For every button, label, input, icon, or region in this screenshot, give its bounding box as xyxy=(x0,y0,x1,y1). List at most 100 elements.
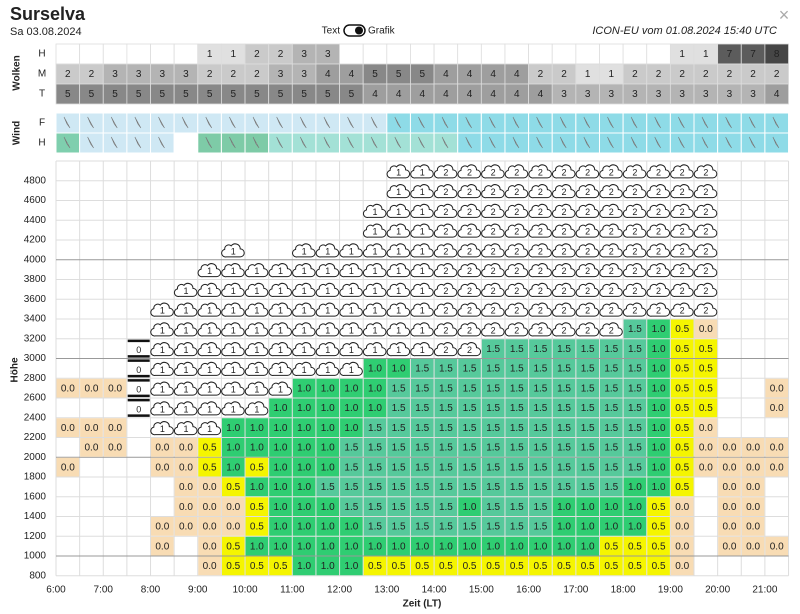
thermal-cell xyxy=(410,398,434,418)
cloud-number: 2 xyxy=(467,227,472,237)
cloud-icon xyxy=(433,203,458,218)
thermal-value: 0.0 xyxy=(699,423,713,434)
thermal-cell xyxy=(292,457,316,477)
thermal-cell xyxy=(221,457,245,477)
cloud-icon xyxy=(268,381,292,396)
wind-arrow xyxy=(748,136,756,149)
cloud-icon xyxy=(481,282,505,297)
thermal-cell xyxy=(670,418,694,437)
thermal-value: 0.0 xyxy=(155,462,169,473)
thermal-value: 1.5 xyxy=(392,443,406,454)
cloud-icon xyxy=(363,223,387,238)
thermal-cell xyxy=(741,517,765,536)
thermal-value: 1.0 xyxy=(415,541,429,552)
wind-cell xyxy=(339,112,364,134)
cloud-number: 2 xyxy=(562,306,567,316)
cloud-number: 2 xyxy=(703,246,708,256)
cloud-icon xyxy=(410,243,434,258)
cloud-icon xyxy=(197,263,222,278)
cloud-icon xyxy=(552,322,576,337)
thermal-cell xyxy=(552,477,576,497)
cloud-number: 2 xyxy=(703,266,708,276)
thermal-value: 1.5 xyxy=(557,403,571,414)
cloud-number: 2 xyxy=(467,167,472,177)
thermal-value: 0.0 xyxy=(226,522,240,533)
thermal-value: 1.5 xyxy=(604,482,618,493)
cloud-value: 5 xyxy=(372,69,378,80)
toggle-knob[interactable] xyxy=(355,26,363,35)
thermal-cell xyxy=(529,398,552,418)
cloud-number: 2 xyxy=(609,207,614,217)
thermal-cell xyxy=(718,536,741,556)
cloud-icon xyxy=(363,203,387,218)
cloud-value: 2 xyxy=(207,69,213,80)
cloud-number: 2 xyxy=(656,167,661,177)
wind-arrow xyxy=(559,136,567,149)
thermal-cell xyxy=(529,477,552,497)
cloud-value: 5 xyxy=(325,89,331,100)
cloud-icon xyxy=(339,361,363,376)
cloud-number: 1 xyxy=(278,306,283,316)
row-label: F xyxy=(39,118,45,129)
thermal-cell xyxy=(529,497,552,516)
cloud-number: 1 xyxy=(231,286,236,296)
wind-arrow xyxy=(229,136,236,149)
cloud-icon xyxy=(693,223,718,238)
cloud-number: 2 xyxy=(538,325,543,335)
thermal-cell xyxy=(363,418,387,437)
y-tick-label: 2200 xyxy=(24,432,47,443)
thermal-value: 1.0 xyxy=(250,443,264,454)
cloud-icon xyxy=(315,342,340,357)
thermal-value: 1.0 xyxy=(392,541,406,552)
cloud-value: 1 xyxy=(207,49,213,60)
cloud-number: 2 xyxy=(443,345,448,355)
thermal-value: 1.0 xyxy=(297,383,311,394)
thermal-cell xyxy=(765,438,789,457)
thermal-value: 1.0 xyxy=(274,443,288,454)
thermal-cell xyxy=(387,359,410,378)
thermal-value: 1.0 xyxy=(652,462,666,473)
y-tick-label: 3600 xyxy=(24,294,47,305)
thermal-value: 0.5 xyxy=(557,561,571,572)
x-tick-label: 6:00 xyxy=(46,584,66,595)
cloud-cell xyxy=(575,43,600,65)
cloud-value: 5 xyxy=(419,69,425,80)
thermal-cell xyxy=(576,398,599,418)
thermal-cell xyxy=(552,536,576,556)
wind-arrow xyxy=(512,116,520,129)
thermal-cell xyxy=(647,556,670,576)
cloud-icon xyxy=(528,184,552,199)
cloud-icon xyxy=(504,263,529,278)
cloud-value: 3 xyxy=(750,89,756,100)
cloud-icon xyxy=(622,223,647,238)
cloud-number: 1 xyxy=(396,266,401,276)
cloud-icon xyxy=(410,302,434,317)
cloud-icon xyxy=(599,203,623,218)
thermal-cell xyxy=(481,457,505,477)
wind-cell xyxy=(433,112,459,134)
thermal-value: 0.0 xyxy=(203,522,217,533)
thermal-value: 1.0 xyxy=(652,482,666,493)
cloud-icon xyxy=(481,243,505,258)
thermal-value: 1.0 xyxy=(297,462,311,473)
thermal-value: 0.0 xyxy=(179,522,193,533)
cloud-icon xyxy=(244,401,269,416)
cloud-number: 1 xyxy=(278,365,283,375)
view-toggle[interactable] xyxy=(343,24,366,37)
thermal-value: 0.5 xyxy=(250,561,264,572)
cloud-icon xyxy=(528,164,552,179)
cloud-icon xyxy=(599,243,623,258)
cloud-number: 1 xyxy=(420,167,425,177)
cloud-icon xyxy=(457,282,482,297)
wind-cell xyxy=(409,132,435,154)
close-button[interactable]: × xyxy=(779,5,790,25)
wind-cell xyxy=(291,132,317,154)
thermal-cell xyxy=(741,457,765,477)
cloud-number: 2 xyxy=(609,227,614,237)
thermal-cell xyxy=(599,477,623,497)
thermal-value: 1.0 xyxy=(297,423,311,434)
thermal-cell xyxy=(269,497,292,516)
thermal-value: 1.0 xyxy=(628,502,642,513)
thermal-value: 1.5 xyxy=(533,423,547,434)
thermal-cell xyxy=(599,457,623,477)
